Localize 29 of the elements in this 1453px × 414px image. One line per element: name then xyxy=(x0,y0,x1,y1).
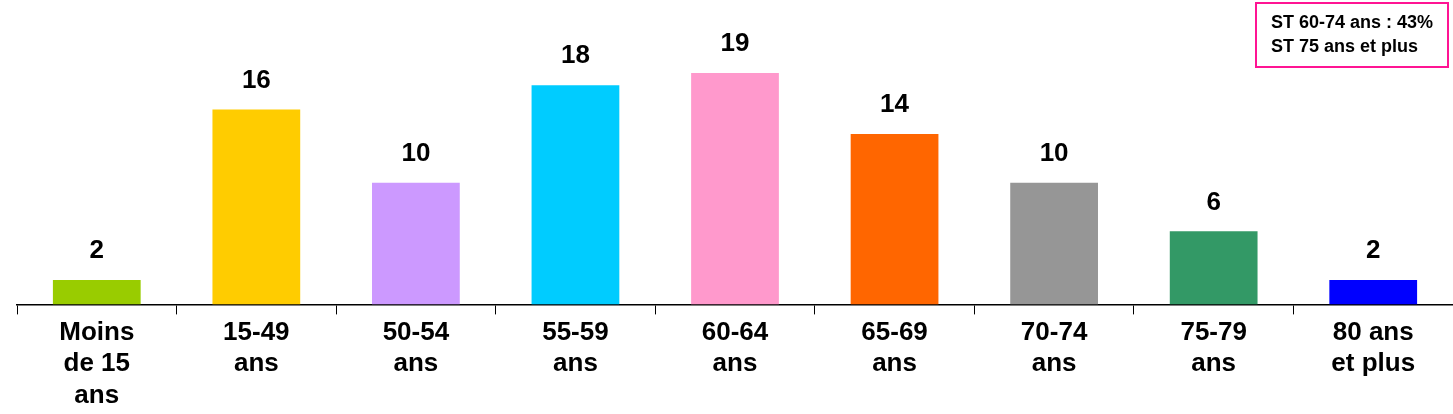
bar xyxy=(691,73,779,305)
data-label: 2 xyxy=(1365,234,1381,265)
x-tick-label: 60-64 ans xyxy=(701,316,769,378)
bar xyxy=(52,280,141,305)
data-label: 10 xyxy=(1039,136,1069,167)
bar xyxy=(850,133,939,305)
data-label: 2 xyxy=(89,234,105,265)
x-tick-label: 70-74 ans xyxy=(1020,316,1088,378)
data-label: 14 xyxy=(880,88,910,119)
bar xyxy=(1329,280,1418,305)
x-tick-label: 15-49 ans xyxy=(223,316,290,378)
x-tick-label: 55-59 ans xyxy=(542,316,609,378)
x-tick-label: 50-54 ans xyxy=(382,316,450,378)
x-tick-label: 75-79 ans xyxy=(1180,316,1247,378)
data-label: 10 xyxy=(401,136,431,167)
bar xyxy=(212,109,301,305)
x-tick-label: 65-69 ans xyxy=(861,316,928,378)
text: ST 75 ans et plus xyxy=(1270,35,1419,58)
data-label: 6 xyxy=(1206,185,1221,216)
x-tick-label: 80 ans et plus xyxy=(1331,316,1416,378)
bar xyxy=(372,182,460,305)
text: ST 60-74 ans : 43% xyxy=(1270,11,1433,34)
bar xyxy=(531,85,620,305)
data-label: 18 xyxy=(560,39,590,70)
bar xyxy=(1010,182,1098,305)
bar xyxy=(1169,231,1258,305)
x-tick-label: Moins de 15 ans xyxy=(59,316,135,409)
data-label: 16 xyxy=(241,63,271,94)
data-label: 19 xyxy=(720,27,750,58)
